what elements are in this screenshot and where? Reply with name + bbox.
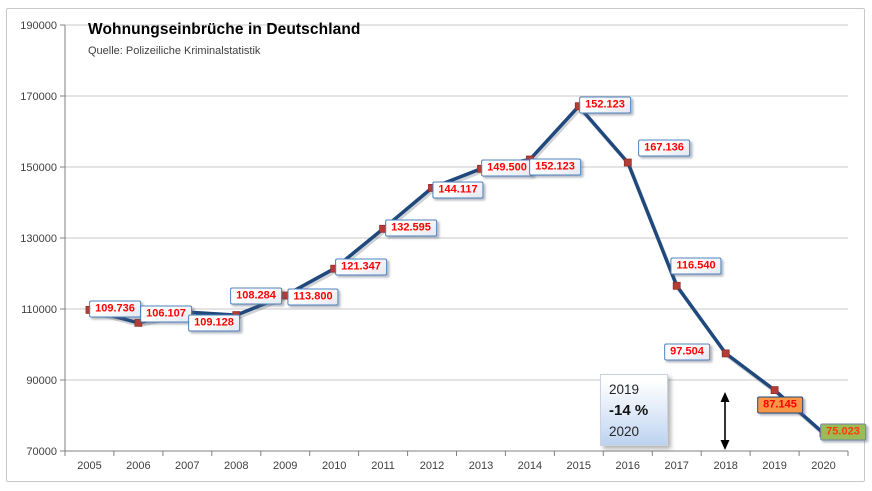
arrow-head-up-icon — [720, 392, 730, 402]
x-tick-label: 2020 — [811, 460, 835, 472]
x-tick-label: 2019 — [762, 460, 786, 472]
x-tick-label: 2016 — [616, 460, 640, 472]
y-tick-label: 130000 — [20, 233, 57, 245]
series-line-shadow — [90, 106, 827, 438]
data-point-marker — [232, 311, 241, 320]
callout-year-start: 2019 — [609, 382, 640, 397]
y-tick-label: 170000 — [20, 91, 57, 103]
y-tick-label: 150000 — [20, 162, 57, 174]
x-tick-label: 2011 — [371, 460, 395, 472]
callout-year-end: 2020 — [609, 424, 640, 439]
data-point-marker — [379, 224, 388, 233]
x-tick-label: 2007 — [175, 460, 199, 472]
data-point-marker — [819, 429, 828, 438]
y-tick-label: 70000 — [26, 446, 57, 458]
data-point-marker — [134, 318, 143, 327]
x-tick-label: 2005 — [77, 460, 101, 472]
data-point-marker — [428, 183, 436, 192]
change-callout: 2019 -14 % 2020 — [600, 374, 668, 446]
x-tick-label: 2012 — [420, 460, 444, 472]
callout-percent-change: -14 % — [609, 402, 649, 419]
x-tick-label: 2013 — [469, 460, 493, 472]
data-point-marker — [85, 305, 94, 314]
data-point-marker — [770, 386, 779, 395]
data-point-marker — [721, 349, 730, 358]
data-point-marker — [574, 102, 583, 111]
data-point-marker — [623, 158, 632, 167]
chart-source: Quelle: Polizeiliche Kriminalstatistik — [88, 45, 261, 57]
x-tick-label: 2018 — [713, 460, 737, 472]
x-tick-label: 2014 — [518, 460, 542, 472]
data-point-marker — [281, 291, 290, 300]
x-tick-label: 2015 — [567, 460, 591, 472]
y-tick-label: 110000 — [21, 304, 57, 316]
x-tick-label: 2010 — [322, 460, 346, 472]
data-point-marker — [330, 264, 339, 273]
x-tick-label: 2006 — [126, 460, 150, 472]
data-point-marker — [477, 164, 485, 173]
data-point-marker — [672, 281, 681, 290]
series-line — [89, 104, 825, 435]
arrow-head-down-icon — [720, 440, 730, 450]
chart-title: Wohnungseinbrüche in Deutschland — [88, 21, 361, 38]
x-tick-label: 2017 — [664, 460, 688, 472]
x-tick-label: 2009 — [273, 460, 297, 472]
x-tick-label: 2008 — [224, 460, 248, 472]
data-point-marker — [526, 155, 534, 164]
chart-area-border — [6, 8, 865, 482]
y-tick-label: 190000 — [20, 20, 57, 32]
y-tick-label: 90000 — [26, 375, 57, 387]
data-point-marker — [183, 308, 192, 317]
